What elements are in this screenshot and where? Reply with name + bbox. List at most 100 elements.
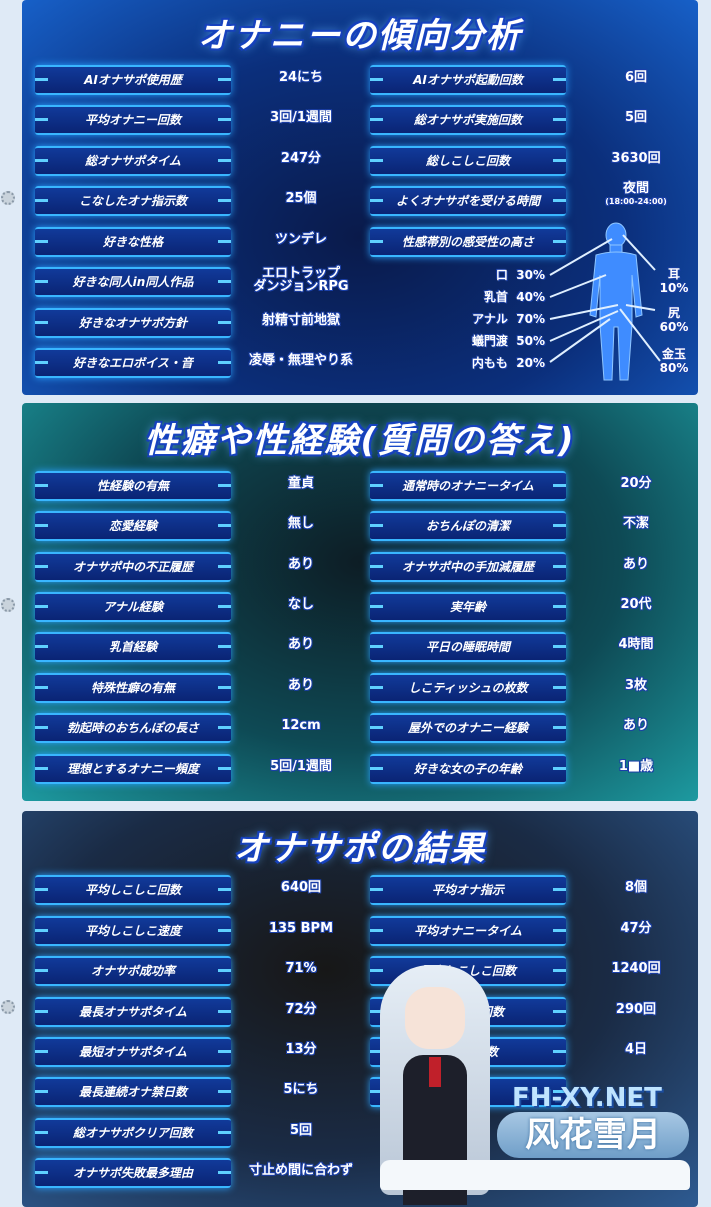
zone-name: 蟻門渡 xyxy=(471,334,508,348)
stat-label: 通常時のオナニータイム xyxy=(370,471,566,501)
gear-icon[interactable] xyxy=(1,191,15,205)
zone-name: 耳 xyxy=(667,267,680,281)
stat-label: 平均しこしこ速度 xyxy=(35,916,231,946)
stat-value-text: 24にち xyxy=(278,70,324,85)
stat-value: 童貞 xyxy=(231,471,371,497)
stat-label: 性経験の有無 xyxy=(35,471,231,501)
stat-label: 性感帯別の感受性の高さ xyxy=(370,227,566,257)
stat-value: 71% xyxy=(231,956,371,982)
stat-row: 好きなエロボイス・音 凌辱・無理やり系 xyxy=(35,345,371,378)
gear-icon[interactable] xyxy=(1,1000,15,1014)
body-zone-label: 蟻門渡 50% xyxy=(445,334,545,348)
stat-label: オナサポ中の不正履歴 xyxy=(35,552,231,582)
stat-value: 4時間 xyxy=(566,632,706,658)
stat-label: 平均オナニータイム xyxy=(370,916,566,946)
stat-value-text: 無し xyxy=(287,516,314,531)
stat-value: 20代 xyxy=(566,592,706,618)
stat-value-text: 640回 xyxy=(280,880,322,895)
stat-value: なし xyxy=(231,592,371,618)
stat-value: エロトラップ ダンジョンRPG xyxy=(231,267,371,293)
stat-label: 総オナサポクリア回数 xyxy=(35,1118,231,1148)
stat-value-text: なし xyxy=(287,597,314,612)
stat-row: 平均しこしこ速度 135 BPM xyxy=(35,913,371,946)
stat-label: 好きなオナサポ方針 xyxy=(35,308,231,338)
panel-title: オナサポの結果 xyxy=(234,829,486,869)
stat-label: 平均オナ指示 xyxy=(370,875,566,905)
stat-row: 平均オナ指示 8個 xyxy=(370,872,706,905)
stat-value: 3回/1週間 xyxy=(231,105,371,131)
stat-value-text: エロトラップ ダンジョンRPG xyxy=(253,266,349,294)
stat-value: 5回/1週間 xyxy=(231,754,371,780)
stat-row: オナサポ失敗最多理由 寸止め間に合わず xyxy=(35,1155,371,1188)
stat-row: 性経験の有無 童貞 xyxy=(35,468,371,501)
stat-value-text: 12cm xyxy=(281,718,321,733)
stat-value: あり xyxy=(231,552,371,578)
stat-value: 3630回 xyxy=(566,146,706,172)
stat-row: 最長連続オナ禁日数 5にち xyxy=(35,1074,371,1107)
stat-value: 5回 xyxy=(231,1118,371,1144)
stat-value-text: 8個 xyxy=(624,880,648,895)
stat-value-text: あり xyxy=(287,678,314,693)
stat-row: 屋外でのオナニー経験 あり xyxy=(370,710,706,743)
stat-value-text: 4日 xyxy=(624,1042,648,1057)
stat-row: 総オナサポ実施回数 5回 xyxy=(370,102,706,135)
stat-value: 20分 xyxy=(566,471,706,497)
stat-value-text: 5回 xyxy=(289,1123,313,1138)
stat-label: 好きな同人in同人作品 xyxy=(35,267,231,297)
zone-name: 金玉 xyxy=(661,347,686,361)
stat-label: 恋愛経験 xyxy=(35,511,231,541)
stat-value-text: あり xyxy=(287,637,314,652)
stat-row: 平日の睡眠時間 4時間 xyxy=(370,629,706,662)
stat-row: オナサポ中の手加減履歴 あり xyxy=(370,549,706,582)
zone-percent: 60% xyxy=(659,320,689,334)
stat-label: オナサポ中の手加減履歴 xyxy=(370,552,566,582)
body-zone-label: 乳首 40% xyxy=(445,290,545,304)
stat-value-text: 3630回 xyxy=(611,151,661,166)
stat-row: AIオナサポ使用歴 24にち xyxy=(35,62,371,95)
stat-row: 恋愛経験 無し xyxy=(35,508,371,541)
stat-label: 好きな女の子の年齢 xyxy=(370,754,566,784)
stat-value: 凌辱・無理やり系 xyxy=(231,348,371,374)
stat-label: 平均しこしこ回数 xyxy=(35,875,231,905)
stat-value: 1240回 xyxy=(566,956,706,982)
ice-decoration xyxy=(380,1160,690,1190)
stat-value-text: あり xyxy=(287,557,314,572)
stat-value-text: 13分 xyxy=(285,1042,317,1057)
panel-title: オナニーの傾向分析 xyxy=(198,16,522,56)
stat-value: 3枚 xyxy=(566,673,706,699)
stat-row: AIオナサポ起動回数 6回 xyxy=(370,62,706,95)
stat-value-text: 不潔 xyxy=(622,516,649,531)
stat-label: AIオナサポ起動回数 xyxy=(370,65,566,95)
stat-value: 640回 xyxy=(231,875,371,901)
stat-value: 13分 xyxy=(231,1037,371,1063)
stat-value-text: ツンデレ xyxy=(274,232,327,247)
zone-name: 内もも xyxy=(471,356,508,370)
stat-label: 勃起時のおちんぽの長さ xyxy=(35,713,231,743)
stat-value-text: 6回 xyxy=(624,70,648,85)
stat-value: 8個 xyxy=(566,875,706,901)
stat-value: 不潔 xyxy=(566,511,706,537)
stat-value-text: 射精寸前地獄 xyxy=(261,313,340,328)
zone-percent: 50% xyxy=(516,334,545,348)
zone-name: 乳首 xyxy=(483,290,508,304)
stat-row: オナサポ成功率 71% xyxy=(35,953,371,986)
stat-label: 特殊性癖の有無 xyxy=(35,673,231,703)
stat-value: あり xyxy=(231,673,371,699)
stat-row: 最短オナサポタイム 13分 xyxy=(35,1034,371,1067)
stat-value: 無し xyxy=(231,511,371,537)
body-zone-label: 口 30% xyxy=(445,268,545,282)
stat-label: 好きな性格 xyxy=(35,227,231,257)
gear-icon[interactable] xyxy=(1,598,15,612)
stat-value: 寸止め間に合わず xyxy=(231,1158,371,1184)
stat-row: 好きな女の子の年齢 1■歳 xyxy=(370,751,706,784)
zone-percent: 80% xyxy=(659,361,689,375)
stat-value-text: 3枚 xyxy=(624,678,648,693)
stat-value: 射精寸前地獄 xyxy=(231,308,371,334)
body-zone-label: 耳 10% xyxy=(652,267,696,295)
stat-label: 実年齢 xyxy=(370,592,566,622)
stat-label: 最短オナサポタイム xyxy=(35,1037,231,1067)
stat-value: 24にち xyxy=(231,65,371,91)
stat-value: 247分 xyxy=(231,146,371,172)
body-zone-label: 金玉 80% xyxy=(652,347,696,375)
stat-label: しこティッシュの枚数 xyxy=(370,673,566,703)
